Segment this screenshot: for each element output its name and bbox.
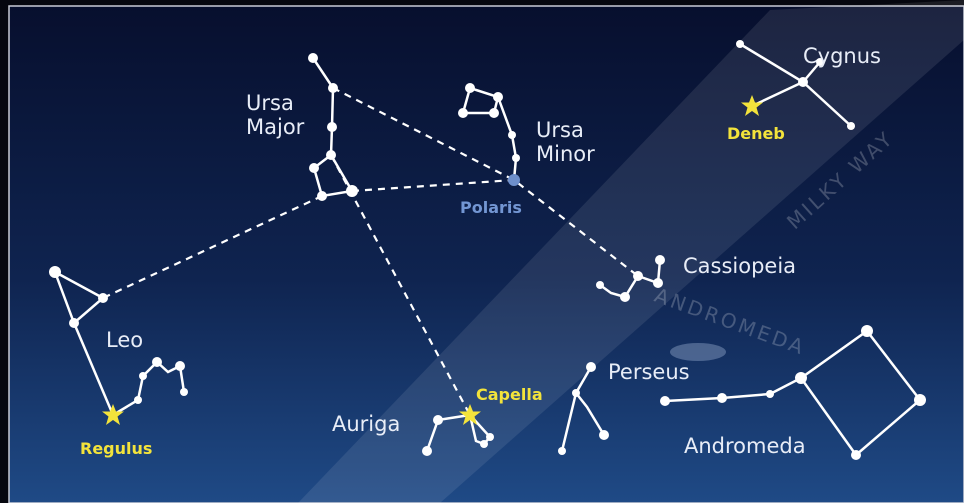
constellation-label: Cassiopeia [683,254,796,278]
sky: MILKY WAY ANDROMEDA [0,0,964,503]
star-label: Capella [476,385,543,404]
constellation-label: Ursa Minor [536,118,606,166]
polaris-star [508,174,520,186]
constellation-label: Cygnus [803,44,881,68]
star-label: Deneb [727,124,785,143]
constellation-label: Leo [106,328,143,352]
star-label: Regulus [80,439,152,458]
constellation-label: Perseus [608,360,690,384]
constellation-label: Auriga [332,412,400,436]
constellation-label: Andromeda [684,434,806,458]
andromeda-galaxy [670,343,726,361]
star-label: Polaris [460,198,522,217]
diagram: MILKY WAY ANDROMEDA [0,0,964,503]
constellation-label: Ursa Major [246,91,316,139]
